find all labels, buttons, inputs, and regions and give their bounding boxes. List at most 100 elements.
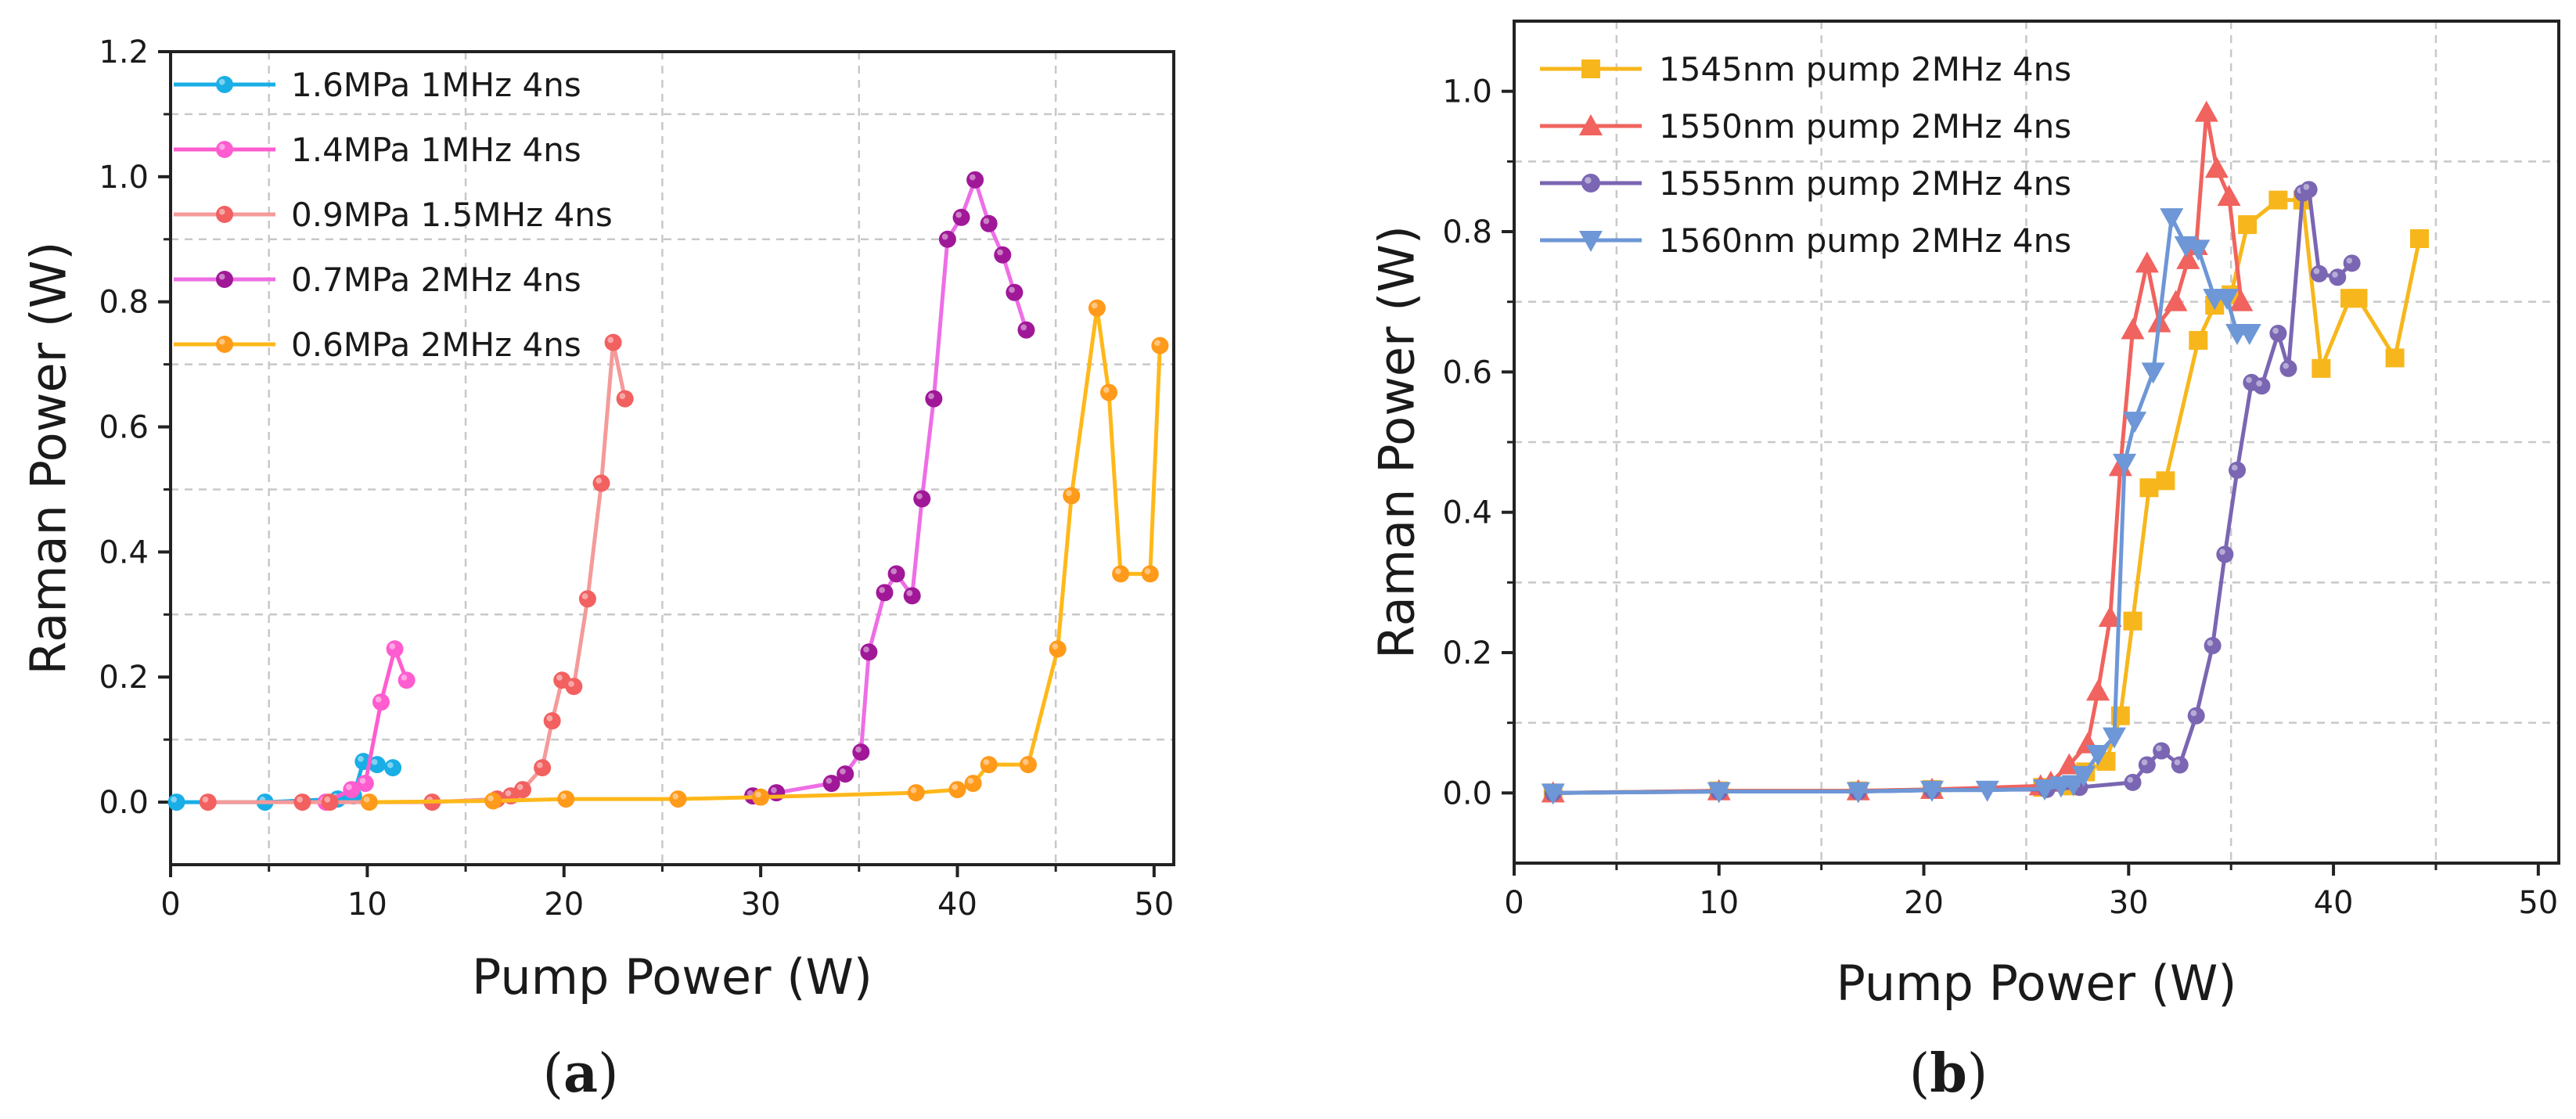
marker-highlight [389, 643, 396, 649]
marker-highlight [916, 493, 923, 500]
y-axis: 0.0 0.2 0.4 0.6 0.8 1.0 [1442, 74, 1514, 811]
data-point [2329, 268, 2347, 286]
x-tick-label: 10 [347, 887, 387, 923]
y-tick-label: 0.0 [99, 785, 149, 821]
data-point [669, 790, 687, 808]
data-point [557, 790, 575, 808]
data-point [2343, 254, 2361, 272]
data-point [852, 743, 870, 761]
data-point [2253, 377, 2271, 395]
x-tick-label: 20 [1904, 885, 1944, 921]
legend-label: 0.9MPa 1.5MHz 4ns [291, 196, 613, 234]
legend-marker [216, 141, 233, 158]
data-point [876, 584, 894, 602]
marker-highlight [487, 795, 494, 802]
chart-panel-b: 0 10 20 30 40 50 0.0 0.2 0.4 0.6 0.8 1.0 Pump Power … [1369, 20, 2560, 1105]
x-tick-label: 30 [2109, 885, 2149, 921]
data-point [2123, 611, 2142, 631]
panel-label: (b) [1909, 1042, 1988, 1105]
marker-highlight [983, 218, 990, 225]
y-tick-label: 0.8 [1442, 214, 1492, 250]
series-2 [1541, 100, 2254, 803]
marker-highlight [1103, 387, 1110, 394]
legend-label: 1.6MPa 1MHz 4ns [291, 66, 581, 104]
y-tick-label: 0.4 [1442, 495, 1492, 531]
marker-highlight [2272, 327, 2279, 334]
series-4 [744, 171, 1035, 805]
marker-highlight [1144, 568, 1151, 574]
panel-label: (a) [542, 1042, 618, 1105]
series-5 [360, 299, 1169, 811]
data-point [2204, 157, 2229, 178]
data-point [980, 756, 998, 774]
data-point [2141, 362, 2165, 384]
data-point [398, 671, 416, 689]
legend-marker [216, 206, 233, 223]
data-point [2229, 461, 2247, 479]
data-point [2032, 779, 2056, 801]
marker-highlight [2174, 759, 2181, 766]
gridlines [171, 52, 1174, 865]
marker-highlight [546, 715, 553, 721]
marker-highlight [2283, 362, 2290, 369]
series-line [1552, 198, 2422, 795]
data-point [368, 756, 386, 774]
legend-item: 1.4MPa 1MHz 4ns [174, 131, 581, 169]
marker-highlight [826, 777, 833, 784]
marker-highlight [607, 336, 614, 344]
marker-highlight [218, 338, 225, 345]
x-axis: 0 10 20 30 40 50 [1504, 863, 2558, 921]
data-point [534, 759, 552, 777]
marker-highlight [2313, 268, 2320, 275]
data-point [2139, 478, 2159, 498]
marker-highlight [346, 783, 352, 790]
data-point [887, 565, 905, 583]
marker-highlight [983, 758, 990, 765]
data-point [925, 390, 943, 408]
marker-highlight [171, 796, 178, 803]
x-tick-label: 40 [937, 887, 977, 923]
y-axis-title: Raman Power (W) [20, 242, 77, 675]
data-point [2086, 679, 2110, 701]
legend-marker [1579, 114, 1603, 135]
marker-highlight [855, 746, 862, 753]
marker-highlight [2156, 745, 2162, 752]
x-axis: 0 10 20 30 40 50 [160, 865, 1174, 923]
marker-highlight [619, 393, 626, 400]
data-point [938, 230, 956, 248]
marker-highlight [568, 681, 574, 687]
marker-highlight [595, 477, 603, 484]
marker-highlight [218, 273, 225, 280]
data-point [2410, 228, 2429, 248]
marker-highlight [581, 593, 588, 599]
marker-highlight [1114, 568, 1121, 574]
data-point [2121, 318, 2145, 340]
marker-highlight [2346, 257, 2353, 264]
marker-highlight [771, 786, 777, 793]
data-point [994, 246, 1012, 264]
legend-label: 1560nm pump 2MHz 4ns [1659, 221, 2071, 260]
data-point [2348, 289, 2368, 308]
data-point [2113, 453, 2137, 475]
marker-highlight [371, 758, 378, 765]
series-line [1552, 187, 2354, 795]
chart-panel-a: 0 10 20 30 40 50 0.0 0.2 0.4 0.6 0.8 1.0 1.2 Pump Pow… [20, 34, 1175, 1105]
data-point [822, 775, 840, 793]
legend-label: 1.4MPa 1MHz 4ns [291, 131, 581, 169]
data-point [1100, 383, 1118, 401]
marker-highlight [297, 796, 303, 803]
y-tick-label: 0.2 [1442, 635, 1492, 671]
data-point [1049, 640, 1067, 658]
legend-label: 0.6MPa 2MHz 4ns [291, 326, 581, 364]
marker-highlight [536, 761, 543, 768]
data-point [2061, 775, 2085, 797]
x-tick-label: 10 [1699, 885, 1739, 921]
data-point [1063, 487, 1081, 505]
marker-highlight [969, 174, 976, 181]
marker-highlight [1066, 490, 1072, 497]
data-point [604, 333, 622, 351]
marker-highlight [218, 208, 225, 215]
data-point [2204, 637, 2222, 655]
data-point [2102, 727, 2126, 749]
